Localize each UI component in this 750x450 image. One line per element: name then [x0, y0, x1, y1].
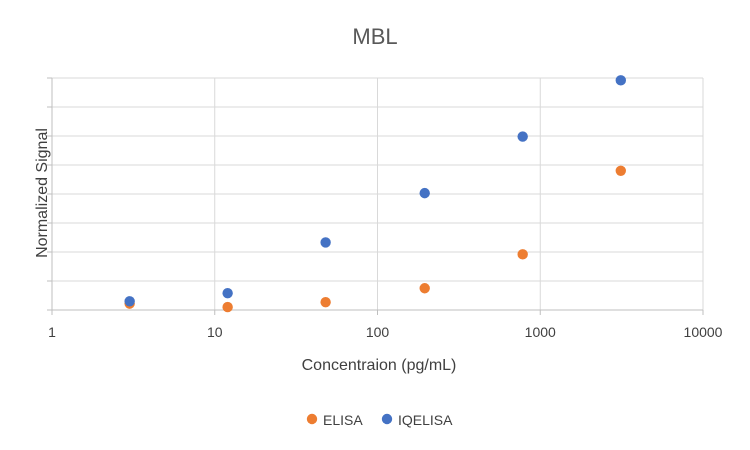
data-point-iqelisa [124, 296, 135, 307]
data-point-elisa [320, 296, 331, 308]
x-tick-label: 10 [207, 324, 223, 340]
axis-layer: 1 10 100 1000 10000 [47, 77, 723, 340]
data-point-iqelisa [222, 287, 233, 299]
chart-title: MBL [352, 24, 397, 49]
series-elisa [124, 165, 626, 313]
x-tick-label: 1000 [525, 324, 556, 340]
points-layer [124, 75, 626, 313]
legend-marker-iqelisa [381, 413, 393, 425]
series-iqelisa [124, 75, 626, 307]
legend-label-iqelisa: IQELISA [398, 412, 453, 428]
x-tick-label: 100 [366, 324, 390, 340]
data-point-iqelisa [320, 237, 331, 248]
x-axis-label: Concentraion (pg/mL) [302, 357, 457, 374]
grid-layer [52, 77, 704, 310]
data-point-elisa [615, 165, 626, 176]
data-point-iqelisa [419, 187, 430, 199]
x-tick-label: 1 [48, 324, 56, 340]
legend-marker-elisa [306, 413, 318, 425]
data-point-elisa [517, 249, 528, 260]
data-point-elisa [222, 301, 233, 313]
legend: ELISA IQELISA [306, 412, 453, 428]
x-tick-label: 10000 [684, 324, 723, 340]
y-axis-label: Normalized Signal [34, 128, 51, 258]
data-point-iqelisa [517, 131, 528, 142]
data-point-elisa [419, 283, 430, 294]
data-point-iqelisa [615, 75, 626, 86]
legend-label-elisa: ELISA [323, 412, 363, 428]
